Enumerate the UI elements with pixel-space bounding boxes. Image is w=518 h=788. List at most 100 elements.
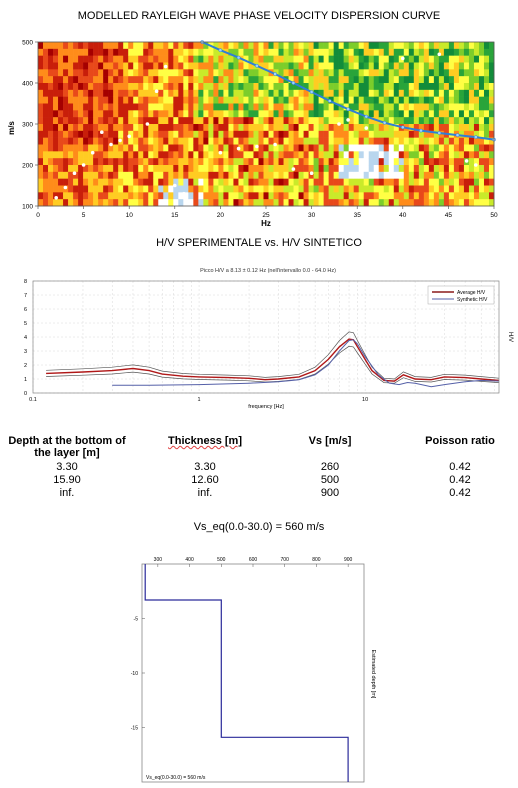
heatmap-cell <box>103 144 109 152</box>
heatmap-cell <box>38 165 44 173</box>
heatmap-cell <box>268 178 274 186</box>
heatmap-cell <box>223 103 229 111</box>
heatmap-cell <box>198 137 204 145</box>
heatmap-cell <box>373 144 380 152</box>
heatmap-cell <box>258 171 264 179</box>
heatmap-cell <box>393 165 400 173</box>
heatmap-cell <box>313 69 319 77</box>
heatmap-cell <box>448 158 455 166</box>
heatmap-cell <box>458 158 465 166</box>
heatmap-cell <box>453 55 460 63</box>
heatmap-cell <box>288 69 294 77</box>
heatmap-cell <box>313 117 319 125</box>
heatmap-cell <box>303 96 309 104</box>
heatmap-cell <box>178 192 184 200</box>
heatmap-cell <box>223 124 229 132</box>
heatmap-cell <box>78 89 84 97</box>
heatmap-cell <box>153 76 159 84</box>
heatmap-cell <box>153 165 159 173</box>
heatmap-cell <box>453 69 460 77</box>
heatmap-cell <box>123 62 129 70</box>
heatmap-cell <box>353 165 359 173</box>
heatmap-cell <box>443 124 450 132</box>
heatmap-cell <box>458 117 465 125</box>
heatmap-cell <box>113 110 119 118</box>
heatmap-cell <box>393 117 400 125</box>
heatmap-cell <box>223 42 229 50</box>
heatmap-cell <box>453 83 460 91</box>
heatmap-cell <box>298 96 304 104</box>
heatmap-cell <box>288 144 294 152</box>
heatmap-cell <box>488 48 495 56</box>
heatmap-cell <box>78 171 84 179</box>
heatmap-cell <box>458 178 465 186</box>
heatmap-cell <box>83 192 89 200</box>
heatmap-cell <box>483 137 490 145</box>
heatmap-cell <box>83 69 89 77</box>
heatmap-cell <box>163 192 169 200</box>
heatmap-cell <box>203 199 209 207</box>
heatmap-cell <box>178 103 184 111</box>
heatmap-cell <box>488 69 495 77</box>
heatmap-cell <box>243 185 249 193</box>
heatmap-cell <box>113 42 119 50</box>
heatmap-cell <box>68 151 74 159</box>
heatmap-cell <box>263 103 269 111</box>
heatmap-cell <box>418 124 425 132</box>
heatmap-cell <box>188 62 194 70</box>
heatmap-cell <box>93 137 99 145</box>
heatmap-cell <box>73 83 79 91</box>
heatmap-cell <box>188 83 194 91</box>
heatmap-cell <box>118 165 124 173</box>
heatmap-cell <box>438 185 445 193</box>
heatmap-cell <box>153 130 159 138</box>
heatmap-cell <box>178 42 184 50</box>
heatmap-cell <box>283 144 289 152</box>
heatmap-cell <box>118 117 124 125</box>
heatmap-cell <box>158 165 164 173</box>
heatmap-cell <box>238 117 244 125</box>
heatmap-cell <box>153 89 159 97</box>
dispersion-x-tick: 40 <box>399 212 407 219</box>
heatmap-cell <box>128 110 134 118</box>
heatmap-dot <box>109 142 113 147</box>
heatmap-cell <box>68 117 74 125</box>
heatmap-cell <box>103 171 109 179</box>
heatmap-cell <box>298 130 304 138</box>
heatmap-cell <box>168 171 174 179</box>
heatmap-cell <box>158 158 164 166</box>
heatmap-cell <box>438 69 445 77</box>
heatmap-cell <box>368 110 375 118</box>
heatmap-cell <box>328 110 334 118</box>
heatmap-cell <box>188 192 194 200</box>
heatmap-cell <box>233 130 239 138</box>
heatmap-cell <box>448 55 455 63</box>
heatmap-cell <box>68 76 74 84</box>
heatmap-cell <box>193 117 199 125</box>
heatmap-cell <box>378 144 385 152</box>
heatmap-cell <box>333 117 339 125</box>
heatmap-cell <box>93 151 99 159</box>
heatmap-cell <box>463 192 470 200</box>
heatmap-cell <box>173 199 179 207</box>
heatmap-cell <box>188 117 194 125</box>
heatmap-cell <box>48 69 54 77</box>
heatmap-cell <box>138 96 144 104</box>
heatmap-cell <box>483 151 490 159</box>
heatmap-cell <box>363 199 370 207</box>
heatmap-cell <box>73 192 79 200</box>
heatmap-cell <box>113 103 119 111</box>
heatmap-cell <box>53 124 59 132</box>
heatmap-cell <box>483 76 490 84</box>
heatmap-cell <box>258 178 264 186</box>
heatmap-cell <box>258 117 264 125</box>
heatmap-cell <box>328 192 334 200</box>
heatmap-cell <box>348 96 354 104</box>
heatmap-cell <box>198 69 204 77</box>
heatmap-cell <box>398 117 405 125</box>
heatmap-cell <box>198 48 204 56</box>
heatmap-cell <box>458 151 465 159</box>
heatmap-cell <box>203 103 209 111</box>
heatmap-cell <box>173 137 179 145</box>
